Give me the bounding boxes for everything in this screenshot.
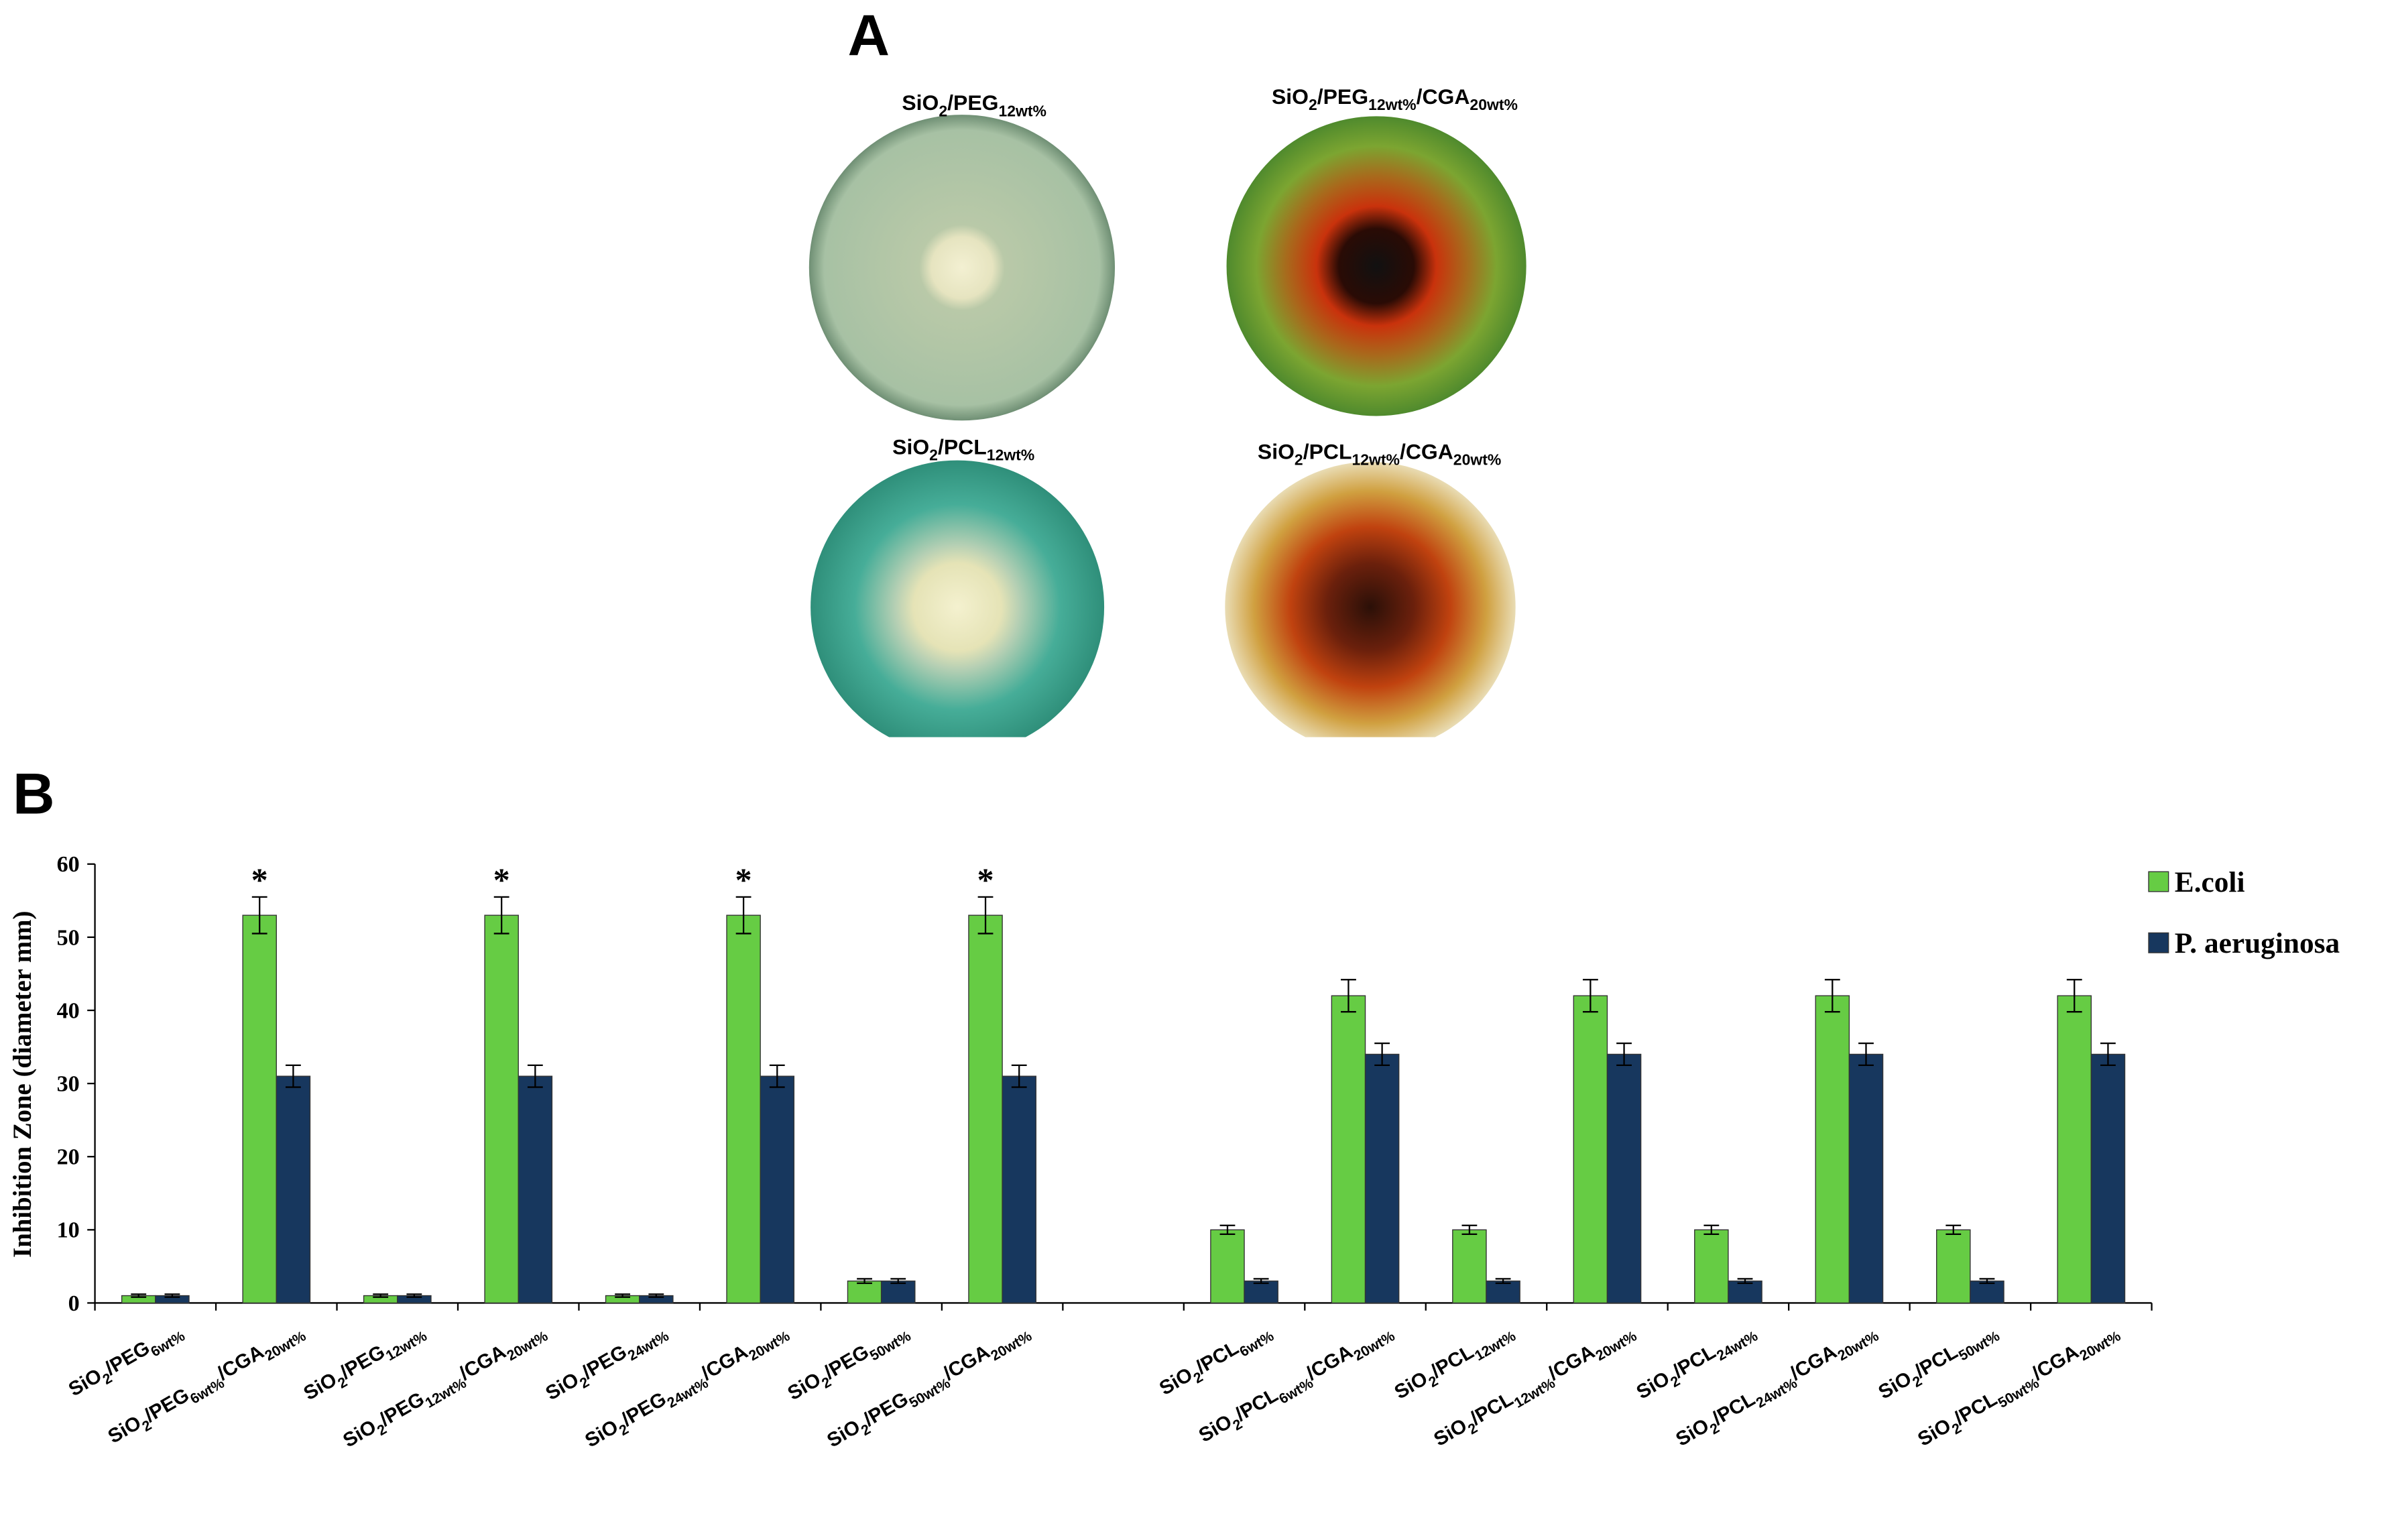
bar [1936,1229,1971,1304]
dish-label: SiO2/PEG12wt%/CGA20wt% [1272,84,1518,113]
significance-marker: * [493,861,510,898]
y-tick-label: 0 [68,1291,80,1316]
bar [1606,1053,1642,1304]
bar [1364,1053,1400,1304]
bar [1486,1281,1520,1304]
y-tick-label: 40 [57,998,80,1023]
x-tick-label: SiO2/PEG24wt%/CGA20wt% [581,1319,792,1456]
bar [1728,1281,1762,1304]
dish-label: SiO2/PCL12wt%/CGA20wt% [1258,439,1501,468]
bar [1970,1281,2004,1304]
significance-marker: * [735,861,752,898]
dish-photo [1226,116,1526,416]
legend-label: E.coli [2175,866,2245,898]
bar [1210,1229,1245,1304]
y-axis-label: Inhibition Zone (diameter mm) [8,911,37,1258]
bar [1452,1229,1487,1304]
bar [726,914,761,1304]
y-tick-label: 50 [57,925,80,950]
y-tick-label: 60 [57,852,80,877]
bar [880,1281,916,1304]
bar [1848,1053,1884,1304]
x-tick-label: SiO2/PCL50wt%/CGA20wt% [1914,1319,2123,1455]
bar [242,914,277,1304]
dish-photo [808,115,1116,421]
panel-label: A [848,3,890,68]
bar [1573,995,1608,1304]
legend-swatch [2148,932,2169,953]
bar [1331,995,1366,1304]
x-tick-label: SiO2/PEG50wt%/CGA20wt% [823,1319,1034,1456]
dish-photos [808,115,1526,737]
y-tick-label: 20 [57,1145,80,1170]
y-tick-label: 10 [57,1218,80,1243]
bar [760,1075,795,1304]
panel-label: B [13,762,55,827]
bar [1244,1281,1278,1304]
dish-photo [811,460,1105,737]
bar [276,1075,311,1304]
dish-photo [1225,461,1516,737]
x-tick-label: SiO2/PCL24wt%/CGA20wt% [1672,1319,1881,1455]
bar [968,914,1003,1304]
significance-marker: * [251,861,268,898]
x-tick-label: SiO2/PEG6wt%/CGA20wt% [105,1319,309,1452]
x-tick-label: SiO2/PCL6wt%/CGA20wt% [1195,1319,1398,1452]
bar [518,1075,553,1304]
legend-swatch [2148,871,2169,892]
x-tick-label: SiO2/PEG12wt%/CGA20wt% [339,1319,550,1456]
x-tick-label: SiO2/PCL12wt%/CGA20wt% [1430,1319,1639,1455]
bar [847,1281,882,1304]
dish-label: SiO2/PEG12wt% [902,91,1046,119]
bar [2090,1053,2126,1304]
significance-marker: * [977,861,994,898]
legend-label: P. aeruginosa [2175,927,2340,959]
bar [1694,1229,1729,1304]
bar [484,914,519,1304]
y-tick-label: 30 [57,1072,80,1097]
bar [1002,1075,1036,1304]
bar [1815,995,1850,1304]
bar [2057,995,2092,1304]
dish-label: SiO2/PCL12wt% [892,434,1034,463]
